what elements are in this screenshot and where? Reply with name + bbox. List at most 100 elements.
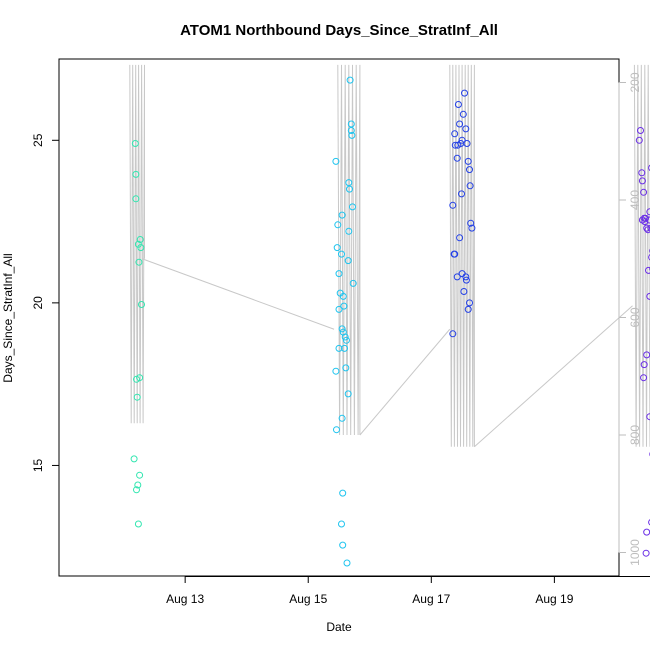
data-point	[334, 221, 342, 229]
data-point	[135, 258, 143, 266]
data-point	[136, 236, 144, 243]
data-point	[348, 131, 356, 139]
data-point	[640, 361, 648, 369]
data-point	[344, 390, 352, 398]
data-point	[451, 250, 459, 258]
data-point	[647, 224, 650, 232]
data-point	[338, 520, 345, 528]
data-point	[466, 182, 474, 190]
data-point	[648, 519, 650, 526]
data-point	[339, 328, 347, 336]
data-point	[136, 471, 144, 479]
data-point	[338, 211, 346, 219]
x-tick-label: Aug 17	[412, 592, 450, 606]
data-point	[338, 325, 346, 333]
y-axis-label: Days_Since_StratInf_All	[1, 253, 15, 382]
data-point	[335, 270, 343, 278]
data-point	[132, 195, 140, 203]
data-point	[453, 154, 461, 162]
depth-profile-4	[633, 64, 650, 447]
data-point	[645, 216, 650, 224]
data-point	[638, 216, 646, 224]
data-point	[462, 273, 470, 281]
data-point	[332, 157, 340, 165]
data-point	[339, 489, 347, 497]
data-point	[464, 305, 472, 313]
data-point	[643, 528, 650, 536]
data-point	[132, 170, 140, 178]
data-point	[460, 288, 468, 295]
secondary-y-axis: 200 400 600 800 1000	[618, 72, 642, 566]
data-point	[138, 301, 145, 308]
data-point	[340, 302, 348, 310]
data-point	[342, 364, 350, 372]
depth-profile-1	[129, 64, 145, 424]
depth-connector-1	[141, 258, 335, 330]
data-point	[635, 136, 643, 144]
data-point	[461, 89, 468, 97]
data-point	[466, 299, 473, 307]
data-point	[332, 367, 340, 375]
data-point	[466, 166, 473, 174]
y-tick-label: 25	[31, 133, 45, 147]
data-point	[333, 426, 340, 434]
data-point	[339, 541, 347, 549]
data-point	[645, 266, 650, 274]
data-point	[462, 125, 470, 133]
data-point	[134, 481, 142, 489]
secondary-tick-label: 800	[628, 425, 642, 445]
data-point	[464, 157, 472, 165]
secondary-tick-label: 400	[628, 190, 642, 210]
data-point	[333, 244, 341, 252]
depth-profile-2	[337, 64, 361, 436]
data-point	[349, 279, 357, 287]
x-tick-label: Aug 13	[166, 592, 204, 606]
data-point	[345, 179, 353, 187]
data-point	[454, 141, 462, 149]
data-point	[642, 549, 650, 557]
data-point	[134, 520, 142, 528]
data-point	[640, 374, 648, 382]
data-points	[130, 76, 650, 567]
data-point	[131, 140, 139, 147]
data-point	[456, 234, 464, 242]
data-point	[454, 101, 462, 108]
data-point	[463, 140, 471, 147]
data-point	[130, 455, 138, 463]
secondary-tick-label: 1000	[628, 539, 642, 566]
data-point	[468, 224, 476, 232]
data-point	[346, 185, 353, 193]
x-tick-label: Aug 19	[535, 592, 573, 606]
data-point	[136, 374, 144, 382]
x-axis-label: Date	[326, 620, 352, 634]
data-point	[458, 136, 466, 144]
data-point	[339, 292, 347, 300]
secondary-tick-label: 200	[628, 72, 642, 92]
data-point	[347, 127, 355, 134]
data-point	[133, 486, 140, 494]
data-point	[451, 130, 459, 138]
data-point	[344, 257, 352, 265]
data-point	[458, 190, 465, 198]
data-point	[456, 120, 464, 128]
data-point	[459, 110, 467, 118]
depth-connector-2	[359, 328, 451, 436]
chart-title: ATOM1 Northbound Days_Since_StratInf_All	[180, 22, 498, 39]
data-point	[648, 164, 650, 172]
data-point	[133, 393, 141, 401]
data-point	[637, 127, 644, 134]
data-point	[449, 201, 457, 209]
data-point	[343, 559, 351, 567]
y-tick-label: 15	[31, 458, 45, 472]
data-point	[342, 336, 350, 344]
data-point	[467, 219, 475, 227]
data-point	[338, 414, 346, 422]
data-point	[346, 76, 354, 84]
data-point	[453, 273, 461, 281]
data-point	[349, 203, 356, 211]
data-point	[137, 244, 145, 252]
depth-profile-3	[449, 64, 475, 447]
data-point	[341, 344, 348, 352]
